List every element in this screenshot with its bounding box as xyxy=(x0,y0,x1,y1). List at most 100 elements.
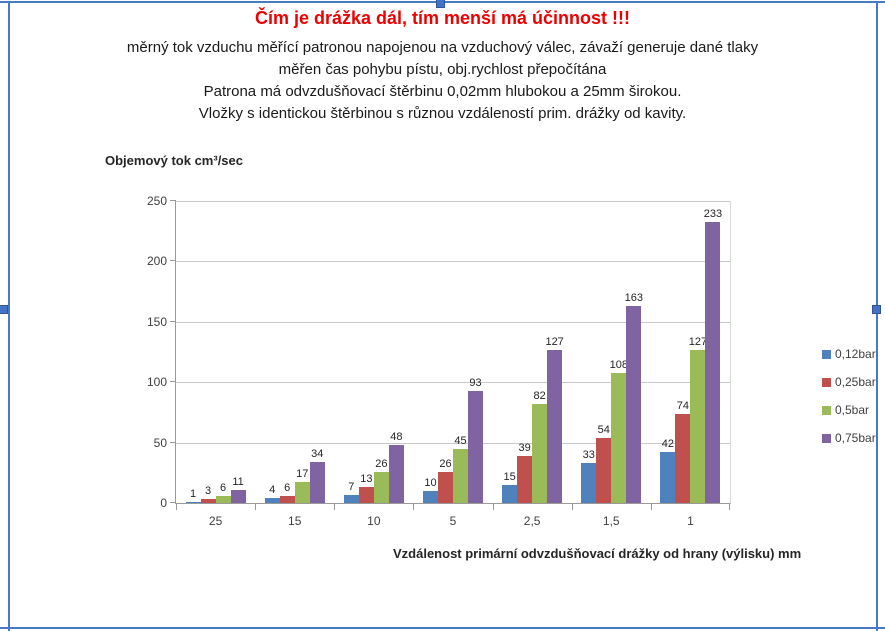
bar-data-label: 127 xyxy=(688,335,708,348)
y-axis-tick xyxy=(170,200,176,201)
bar-0,12bar-15 xyxy=(264,498,280,503)
bar-slot: 108 xyxy=(610,359,628,503)
chart-subtitle: měrný tok vzduchu měřící patronou napoje… xyxy=(0,37,885,125)
bar-0,12bar-5 xyxy=(422,490,438,503)
bar-data-label: 108 xyxy=(609,358,628,371)
selection-handle-right[interactable] xyxy=(872,305,881,314)
selection-border-bottom xyxy=(0,627,885,629)
subtitle-line-4: Vložky s identickou štěrbinou s různou v… xyxy=(198,105,687,122)
bar-slot: 26 xyxy=(373,458,389,503)
bar-slot: 4 xyxy=(264,484,280,503)
gridline-200 xyxy=(176,261,730,263)
legend-swatch-icon xyxy=(822,349,831,359)
bar-data-label: 26 xyxy=(375,457,388,470)
bar-slot: 74 xyxy=(675,400,691,503)
bar-data-label: 1 xyxy=(190,487,197,500)
bar-group-1,5: 33 54 108 163 xyxy=(572,201,651,503)
x-axis-category-label: 5 xyxy=(449,514,457,528)
y-axis-tick-label: 0 xyxy=(160,496,167,510)
gridline-100 xyxy=(176,382,730,384)
bar-slot: 6 xyxy=(279,482,295,503)
bar-slot: 163 xyxy=(625,292,643,503)
bar-data-label: 127 xyxy=(545,335,564,348)
x-axis-category-label: 15 xyxy=(288,514,302,528)
x-axis-tick xyxy=(571,504,573,510)
bar-group-15: 4 6 17 34 xyxy=(255,201,334,503)
bar-slot: 42 xyxy=(660,438,676,503)
bar-slot: 82 xyxy=(532,390,548,503)
bar-data-label: 6 xyxy=(284,481,291,494)
legend-label: 0,5bar xyxy=(835,403,870,417)
bar-data-label: 45 xyxy=(454,434,467,447)
bar-0,12bar-2,5 xyxy=(502,484,518,503)
y-axis-tick xyxy=(170,260,176,262)
bar-data-label: 93 xyxy=(469,376,482,389)
x-axis-category-label: 1 xyxy=(687,514,694,528)
bar-0,75bar-15 xyxy=(309,461,325,503)
bar-0,5bar-1 xyxy=(690,349,706,503)
bar-group-2,5: 15 39 82 127 xyxy=(493,201,572,503)
legend-label: 0,75bar xyxy=(835,431,876,445)
bar-0,5bar-10 xyxy=(373,471,389,503)
bar-slot: 233 xyxy=(704,208,722,503)
selection-border-right xyxy=(876,1,878,631)
subtitle-line-1: měrný tok vzduchu měřící patronou napoje… xyxy=(126,39,759,56)
bar-slot: 34 xyxy=(309,448,325,503)
bar-data-label: 26 xyxy=(439,457,452,470)
x-axis-category-label: 10 xyxy=(367,514,381,528)
bar-0,75bar-25 xyxy=(230,489,246,503)
y-axis-tick xyxy=(170,381,176,383)
y-axis-tick-label: 200 xyxy=(146,254,167,269)
bar-0,25bar-5 xyxy=(437,471,453,503)
gridline-150 xyxy=(176,321,730,323)
y-axis-tick-label: 100 xyxy=(146,375,167,390)
bar-0,5bar-5 xyxy=(452,448,468,503)
legend: 0,12bar 0,25bar 0,5bar 0,75bar xyxy=(822,347,876,459)
bar-slot: 13 xyxy=(358,473,374,503)
selection-handle-left[interactable] xyxy=(0,305,8,314)
bar-data-label: 3 xyxy=(205,485,212,498)
x-axis-tick xyxy=(176,504,177,510)
subtitle-line-2: měřen čas pohybu pístu, obj.rychlost pře… xyxy=(278,61,607,78)
plot-area: 0 50 100 150 200 250 1 3 6 11 25 4 6 17 34 15 7 13 26 48 10 1… xyxy=(147,194,731,528)
x-axis-tick xyxy=(334,504,336,510)
selection-border-left xyxy=(8,1,10,631)
bar-0,5bar-2,5 xyxy=(532,403,548,503)
x-axis-category-label: 25 xyxy=(208,514,223,528)
legend-swatch-icon xyxy=(822,433,831,443)
legend-item-0,12bar: 0,12bar xyxy=(822,347,876,361)
bar-group-25: 1 3 6 11 xyxy=(176,201,255,503)
bar-0,25bar-25 xyxy=(200,499,216,503)
x-axis-tick xyxy=(255,504,257,510)
bar-0,12bar-1 xyxy=(660,452,676,503)
bar-slot: 7 xyxy=(343,481,359,503)
selection-handle-top[interactable] xyxy=(436,0,445,8)
bar-0,25bar-15 xyxy=(279,495,295,503)
bar-data-label: 15 xyxy=(503,470,516,483)
bar-0,25bar-1,5 xyxy=(596,437,612,503)
bar-0,75bar-1 xyxy=(705,221,721,503)
x-axis-category-label: 2,5 xyxy=(523,514,541,528)
bar-data-label: 11 xyxy=(232,475,244,488)
bar-data-label: 13 xyxy=(360,473,373,486)
bar-data-label: 4 xyxy=(269,484,276,497)
bar-data-label: 34 xyxy=(311,447,324,460)
bar-slot: 39 xyxy=(517,442,533,503)
bar-slot: 127 xyxy=(689,336,707,503)
subtitle-line-3: Patrona má odvzdušňovací štěrbinu 0,02mm… xyxy=(203,83,682,100)
bar-slot: 10 xyxy=(422,477,438,503)
legend-item-0,5bar: 0,5bar xyxy=(822,403,876,417)
y-axis-tick xyxy=(170,502,176,503)
chart-title: Čím je drážka dál, tím menší má účinnost… xyxy=(254,8,631,28)
bar-data-label: 10 xyxy=(424,476,437,489)
bar-slot: 48 xyxy=(388,431,404,503)
bar-data-label: 33 xyxy=(582,449,595,462)
bar-0,12bar-10 xyxy=(343,494,359,503)
bar-group-10: 7 13 26 48 xyxy=(334,201,413,503)
bar-slot: 45 xyxy=(452,435,468,503)
x-axis-tick xyxy=(729,504,730,510)
bar-slot: 54 xyxy=(596,424,612,503)
bar-group-5: 10 26 45 93 xyxy=(413,201,492,503)
y-axis-tick-label: 250 xyxy=(146,194,167,208)
